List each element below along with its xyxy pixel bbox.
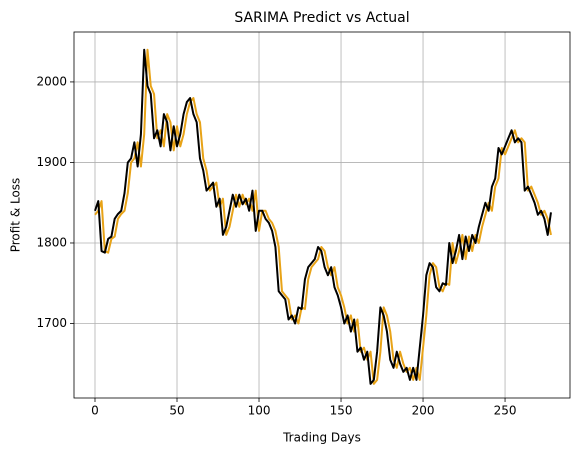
y-tick-label: 1700 — [36, 316, 67, 330]
x-tick-label: 250 — [494, 404, 517, 418]
y-axis-label: Profit & Loss — [9, 178, 23, 253]
line-series — [94, 48, 552, 385]
x-tick-label: 200 — [412, 404, 435, 418]
y-tick-label: 1900 — [36, 155, 67, 169]
y-tick-label: 2000 — [36, 74, 67, 88]
x-tick-label: 100 — [248, 404, 271, 418]
x-tick-label: 50 — [169, 404, 184, 418]
y-tick-label: 1800 — [36, 235, 67, 249]
x-axis-label: Trading Days — [282, 431, 361, 445]
x-tick-label: 150 — [330, 404, 353, 418]
x-tick-label: 0 — [91, 404, 99, 418]
chart-title: SARIMA Predict vs Actual — [234, 10, 409, 26]
line-series — [94, 48, 552, 385]
plot-frame — [73, 31, 571, 399]
